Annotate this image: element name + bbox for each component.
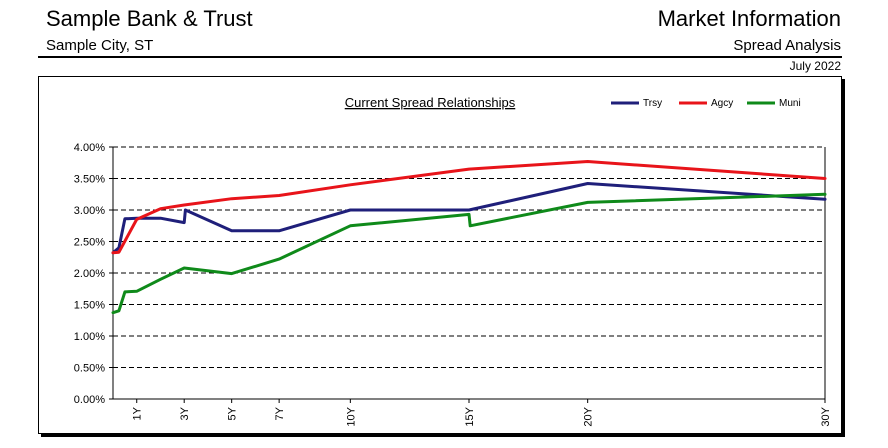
x-tick-label: 7Y [274, 406, 286, 420]
legend-label-muni: Muni [779, 98, 801, 109]
legend-label-trsy: Trsy [643, 98, 662, 109]
x-tick-label: 3Y [179, 406, 191, 420]
report-title: Market Information [657, 6, 841, 31]
y-tick-label: 2.00% [74, 268, 105, 280]
x-tick-label: 30Y [820, 406, 832, 426]
x-tick-label: 15Y [464, 406, 476, 426]
x-tick-label: 20Y [583, 406, 595, 426]
y-tick-label: 3.00% [74, 205, 105, 217]
spread-chart: Current Spread Relationships 0.00% 0.50% 1… [74, 95, 832, 427]
grid-layer [113, 146, 825, 368]
axis-layer: 0.00% 0.50% 1.00% 1.50% 2.00% 2.50% 3.00% 3.50%… [74, 142, 832, 427]
y-tick-label: 1.50% [74, 300, 105, 312]
chart-legend: Trsy Agcy Muni [611, 98, 801, 109]
x-tick-label: 1Y [132, 406, 144, 420]
chart-frame: Current Spread Relationships 0.00% 0.50% 1… [38, 76, 842, 434]
y-tick-label: 2.50% [74, 237, 105, 249]
y-tick-label: 0.00% [74, 394, 105, 406]
chart-title: Current Spread Relationships [345, 95, 516, 110]
header-divider [38, 56, 842, 58]
bank-city: Sample City, ST [46, 37, 154, 54]
report-subtitle: Spread Analysis [733, 37, 841, 54]
series-line-agcy [111, 160, 827, 255]
x-tick-label: 5Y [227, 406, 239, 420]
legend-label-agcy: Agcy [711, 98, 733, 109]
bank-name: Sample Bank & Trust [46, 6, 253, 31]
x-tick-label: 10Y [345, 406, 357, 426]
series-layer [111, 160, 827, 315]
series-line-muni [111, 192, 827, 315]
y-tick-label: 3.50% [74, 174, 105, 186]
y-tick-label: 0.50% [74, 363, 105, 375]
y-tick-label: 4.00% [74, 142, 105, 154]
report-date: July 2022 [789, 59, 841, 73]
y-tick-label: 1.00% [74, 331, 105, 343]
series-line-trsy [111, 182, 827, 255]
